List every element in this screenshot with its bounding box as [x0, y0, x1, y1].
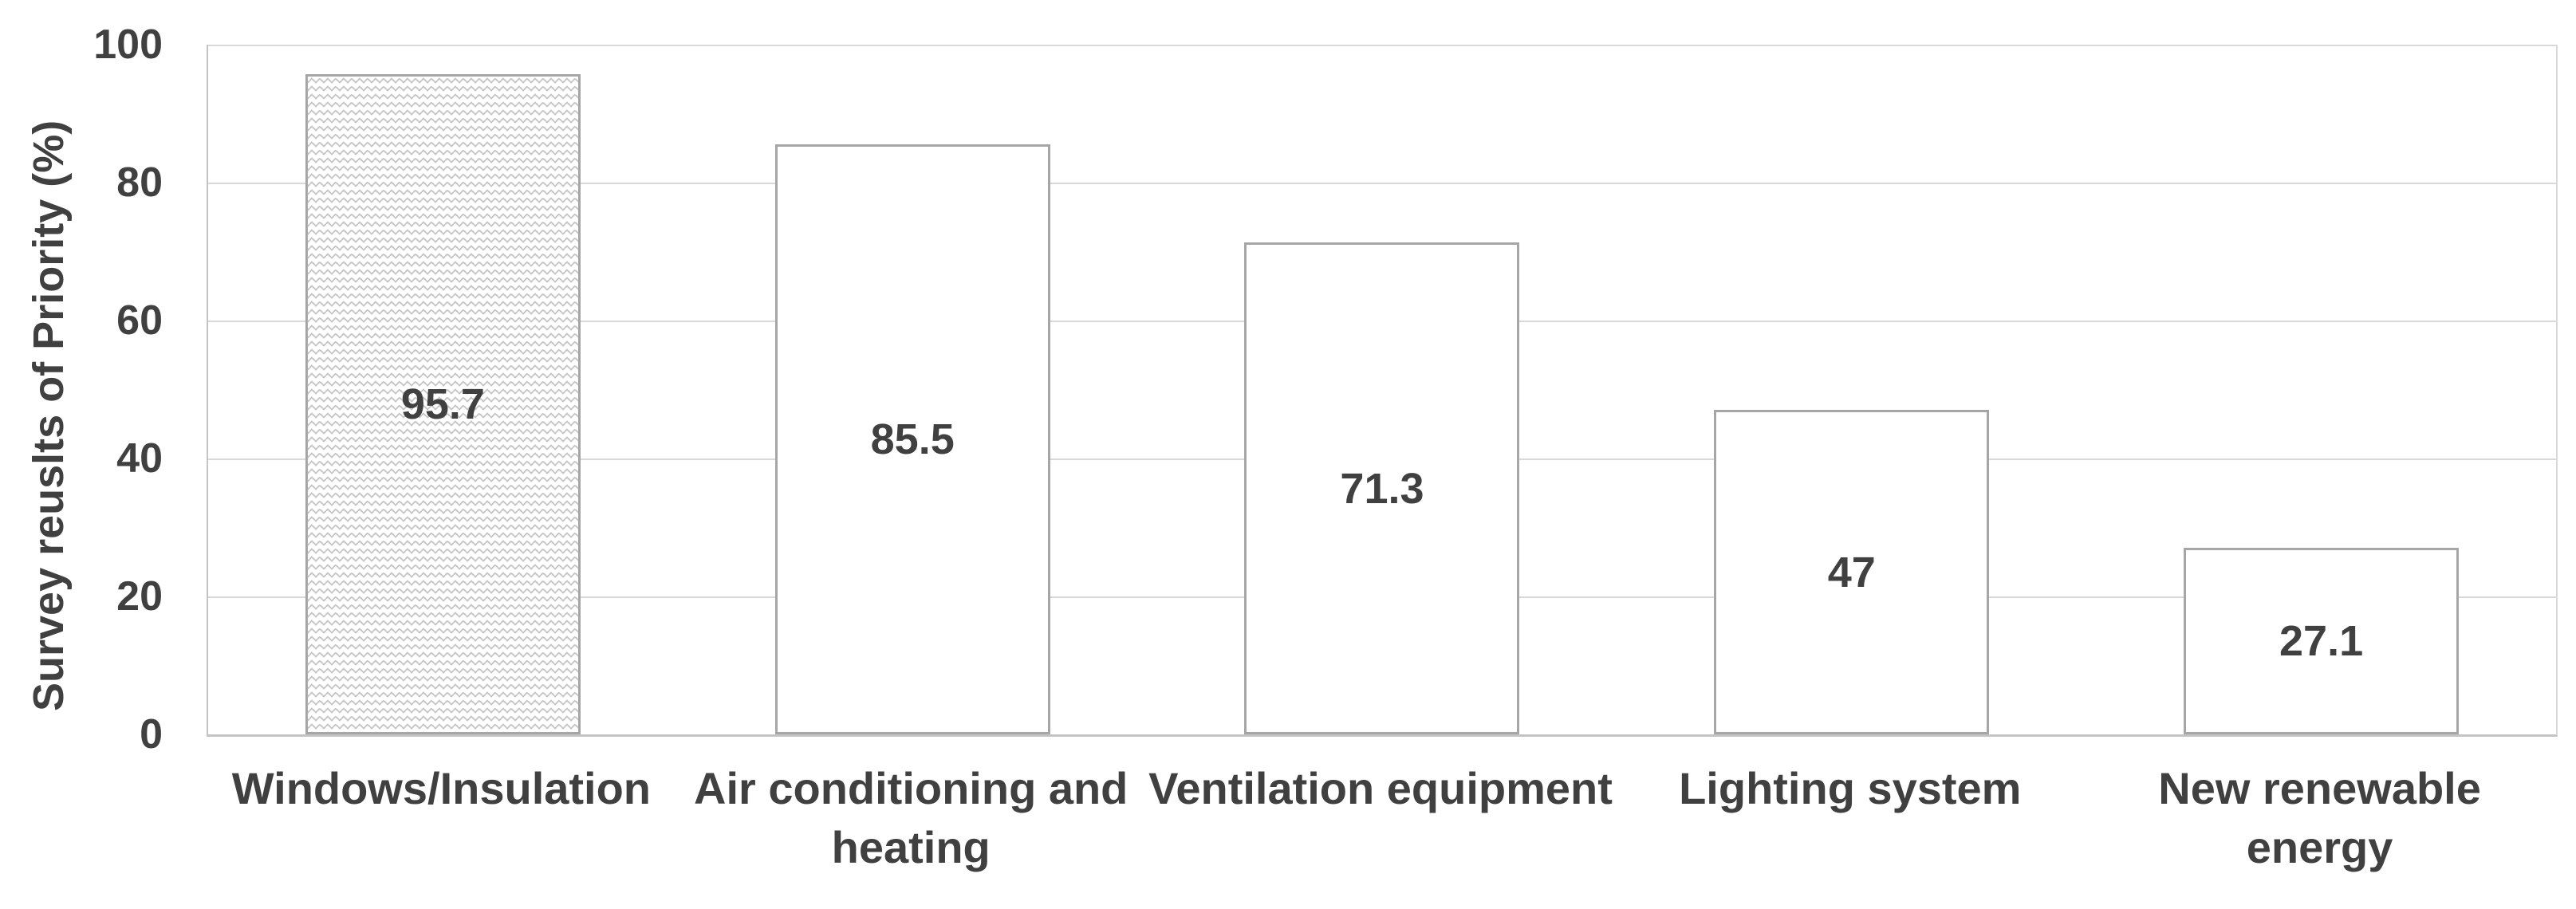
y-axis-tick-label: 40 — [116, 435, 163, 482]
bar-value-label: 47 — [1827, 548, 1876, 596]
bar-slot: 47 — [1617, 45, 2086, 734]
y-axis-tick-label: 60 — [116, 297, 163, 344]
bar-1: 95.7 — [305, 74, 581, 734]
bars-layer: 95.7 85.5 71.3 47 27.1 — [208, 45, 2556, 734]
bar-2: 85.5 — [774, 144, 1050, 734]
y-axis-tick-labels: 100 80 60 40 20 0 — [0, 0, 163, 909]
bar-slot: 27.1 — [2086, 45, 2556, 734]
bar-slot: 85.5 — [678, 45, 1148, 734]
bar-4: 47 — [1714, 410, 1990, 734]
category-label: Ventilation equipment — [1148, 763, 1613, 813]
zigzag-pattern-fill — [307, 77, 578, 732]
bar-value-label: 71.3 — [1340, 464, 1424, 513]
bar-slot: 95.7 — [208, 45, 678, 734]
bar-3: 71.3 — [1244, 242, 1520, 734]
gridline — [208, 183, 2556, 184]
y-axis-tick-label: 20 — [116, 573, 163, 620]
y-axis-tick-label: 0 — [140, 711, 163, 758]
plot-area: 95.7 85.5 71.3 47 27.1 — [207, 45, 2558, 737]
bar-value-label: 85.5 — [870, 415, 955, 464]
bar-value-label: 27.1 — [2279, 616, 2364, 665]
category-label: Windows/Insulation — [231, 763, 652, 813]
bar-value-label: 95.7 — [400, 380, 485, 429]
bar-5: 27.1 — [2184, 547, 2460, 734]
y-axis-tick-label: 100 — [93, 22, 163, 68]
gridline — [208, 45, 2556, 46]
bar-slot: 71.3 — [1148, 45, 1617, 734]
category-label: Lighting system — [1679, 763, 2022, 813]
category-label: Air conditioning and heating — [694, 763, 1128, 872]
category-label: New renewable energy — [2158, 763, 2481, 872]
x-axis-category-labels: Windows/Insulation Air conditioning and he… — [207, 759, 2554, 877]
y-axis-tick-label: 80 — [116, 159, 163, 206]
